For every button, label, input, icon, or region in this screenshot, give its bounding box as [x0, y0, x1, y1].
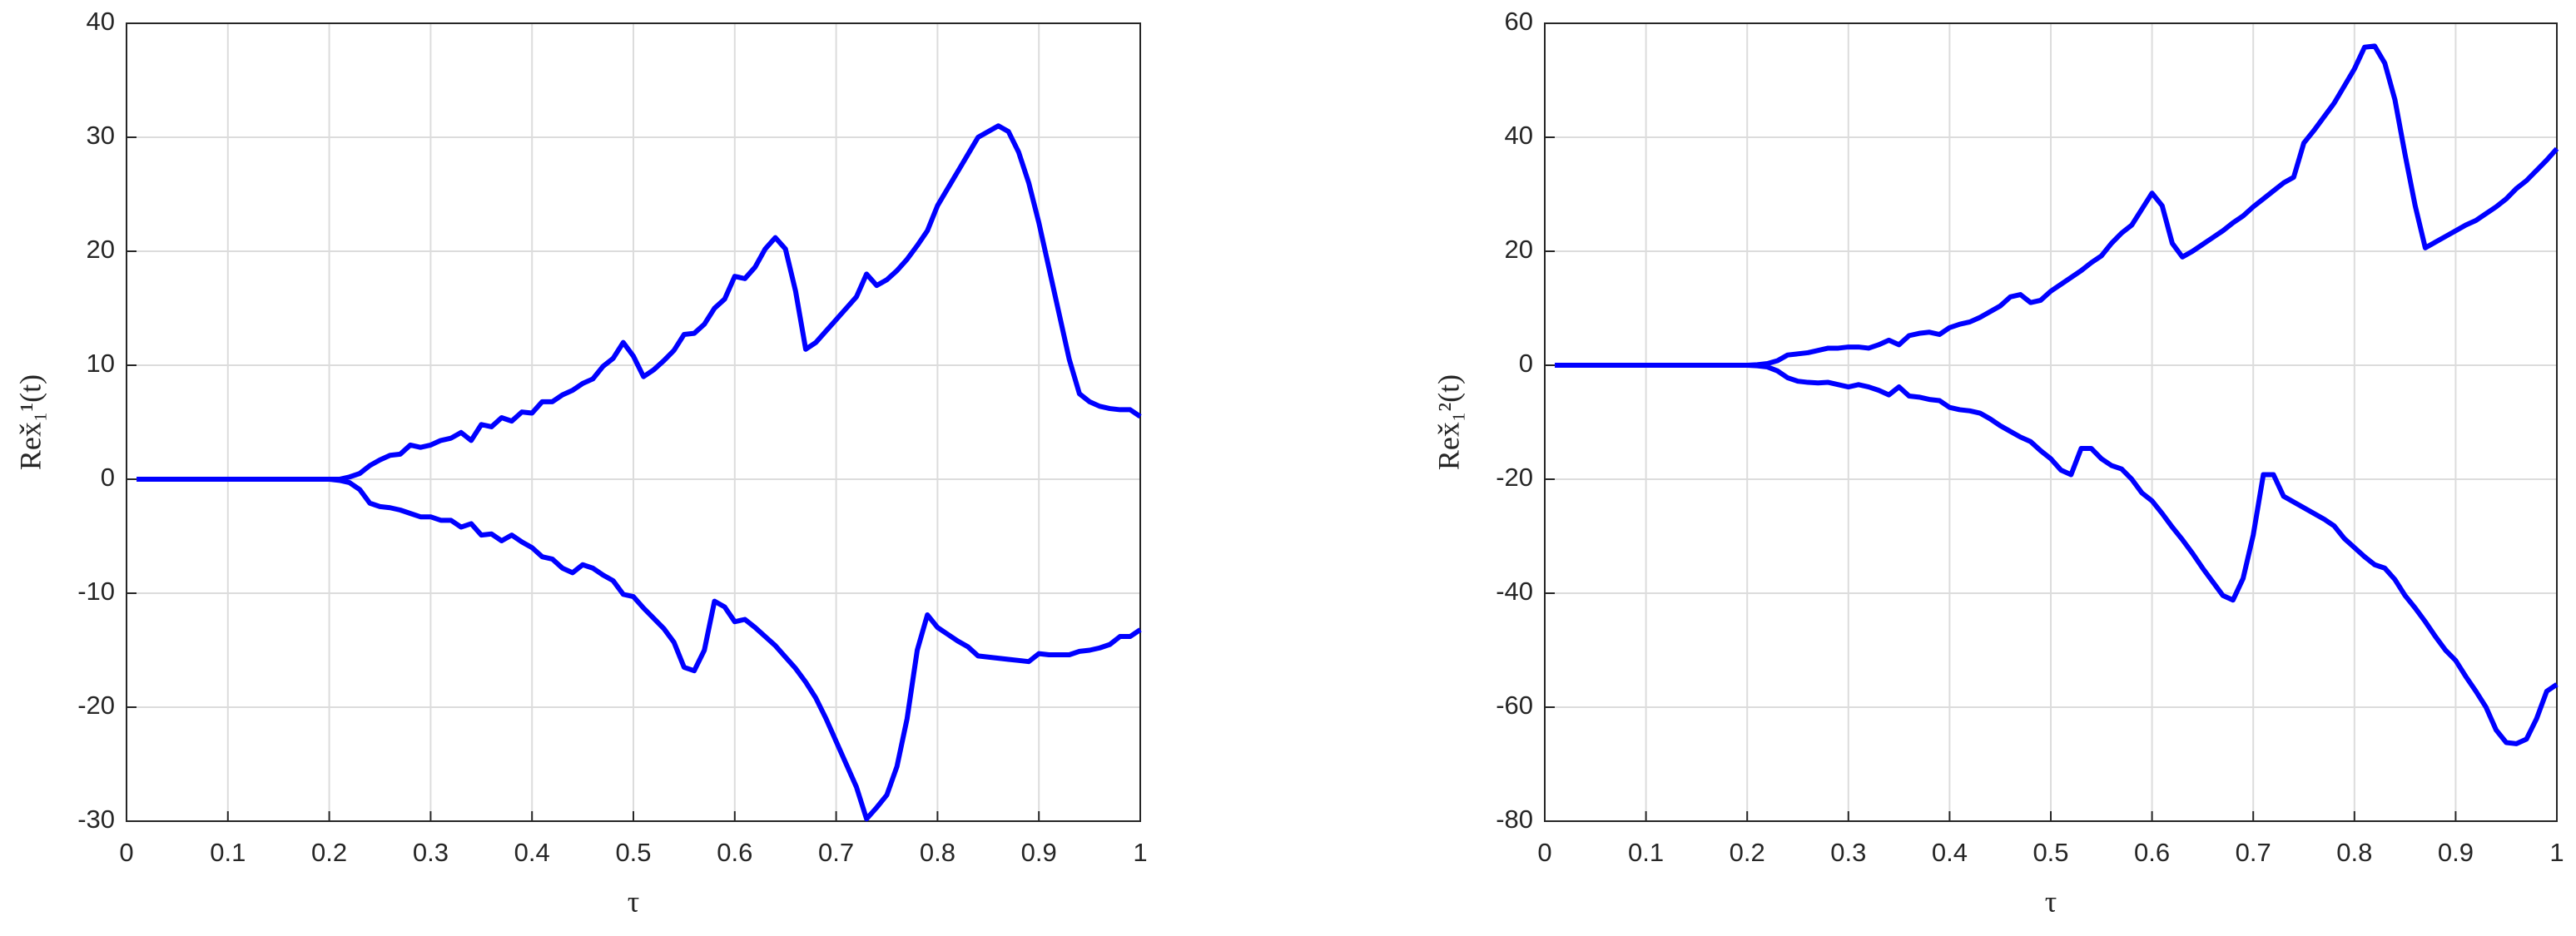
x-tick-label: 0.7 — [2236, 838, 2271, 867]
x-tick-label: 0 — [119, 838, 133, 867]
y-tick-label: 20 — [1505, 235, 1533, 264]
y-tick-label: -20 — [1496, 463, 1533, 492]
x-tick-label: 0 — [1537, 838, 1551, 867]
x-tick-label: 0.5 — [2033, 838, 2068, 867]
x-axis-label: τ — [628, 884, 639, 918]
y-tick-label: -60 — [1496, 691, 1533, 720]
y-axis-label: Rex̌₁¹(t) — [13, 374, 47, 470]
y-tick-label: 0 — [101, 463, 115, 492]
x-tick-label: 0.4 — [1932, 838, 1968, 867]
x-tick-label: 0.8 — [920, 838, 955, 867]
x-tick-label: 0.7 — [818, 838, 854, 867]
plot-frame — [126, 22, 1141, 822]
data-line — [136, 123, 1142, 482]
y-tick-label: 10 — [87, 349, 115, 378]
x-tick-label: 0.1 — [1628, 838, 1664, 867]
x-tick-label: 0.5 — [615, 838, 651, 867]
y-tick-label: 40 — [87, 7, 115, 36]
y-tick-label: -20 — [77, 691, 115, 720]
x-tick-label: 1 — [2549, 838, 2564, 867]
data-line — [1555, 363, 2559, 746]
data-line — [1555, 43, 2559, 368]
x-tick-label: 0.9 — [1021, 838, 1057, 867]
chart-panel: 0 0.1 0.2 0.3 0.4 0.5 0.6 0.7 0.8 0.9 1 -30 -20 -10 0 1… — [13, 7, 1147, 918]
x-tick-label: 0.2 — [1730, 838, 1765, 867]
y-tick-label: 40 — [1505, 121, 1533, 150]
y-axis-label: Rex̌₁²(t) — [1432, 374, 1465, 470]
plot-frame — [1544, 22, 2558, 822]
chart-panel: 0 0.1 0.2 0.3 0.4 0.5 0.6 0.7 0.8 0.9 1 -80 -60 -40 -2… — [1432, 7, 2564, 918]
y-tick-label: 20 — [87, 235, 115, 264]
x-tick-label: 0.9 — [2438, 838, 2474, 867]
x-tick-label: 0.2 — [311, 838, 347, 867]
x-tick-label: 0.3 — [1830, 838, 1866, 867]
x-tick-label: 0.6 — [2134, 838, 2170, 867]
x-tick-label: 0.8 — [2336, 838, 2372, 867]
y-tick-label: -40 — [1496, 577, 1533, 606]
y-tick-label: 0 — [1519, 349, 1533, 378]
x-tick-label: 0.3 — [413, 838, 449, 867]
y-tick-label: 60 — [1505, 7, 1533, 36]
x-tick-label: 0.6 — [717, 838, 752, 867]
x-tick-label: 0.1 — [210, 838, 246, 867]
y-tick-label: -80 — [1496, 805, 1533, 834]
x-tick-label: 0.4 — [514, 838, 550, 867]
y-tick-label: -10 — [77, 577, 115, 606]
y-tick-label: -30 — [77, 805, 115, 834]
x-tick-label: 1 — [1133, 838, 1147, 867]
x-axis-label: τ — [2045, 884, 2057, 918]
y-tick-label: 30 — [87, 121, 115, 150]
data-line — [136, 477, 1142, 822]
